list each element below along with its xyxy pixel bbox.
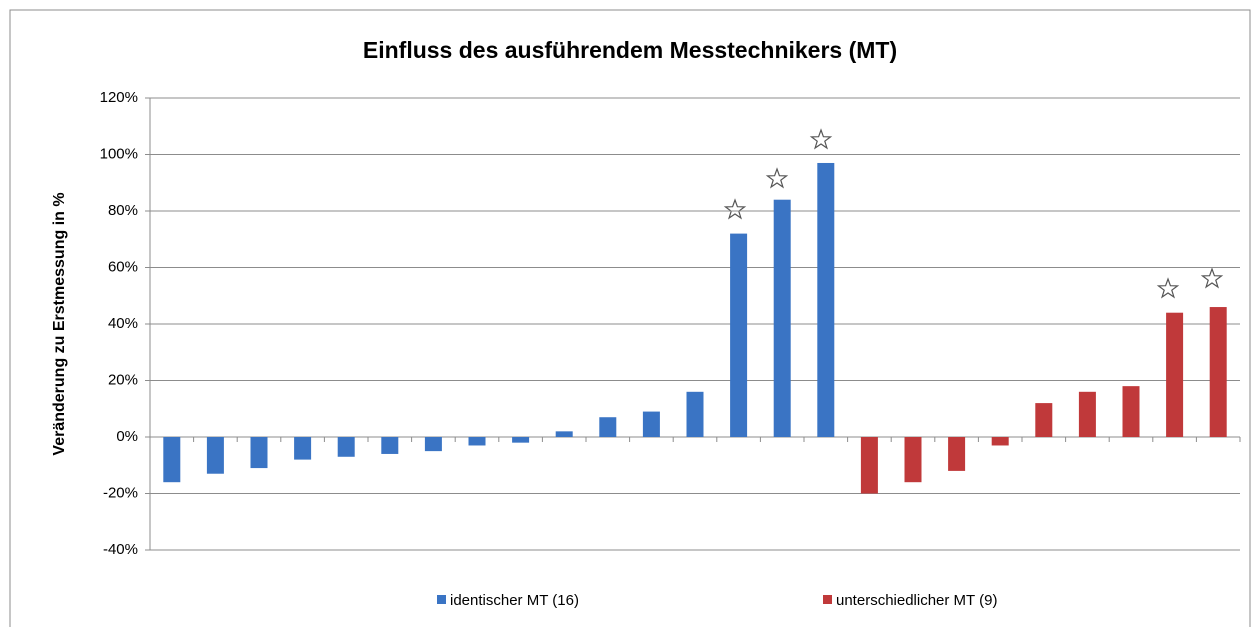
bar — [250, 437, 268, 469]
bar — [1166, 312, 1184, 437]
chart-title: Einfluss des ausführendem Messtechnikers… — [363, 37, 897, 63]
y-tick-label: 20% — [108, 371, 138, 388]
bar — [860, 437, 878, 494]
y-tick-label: 80% — [108, 202, 138, 219]
legend-swatch — [437, 595, 446, 604]
y-tick-label: 60% — [108, 258, 138, 275]
star-marker — [1200, 267, 1224, 289]
bar — [642, 411, 660, 437]
chart-border — [9, 9, 1251, 627]
star-marker — [809, 128, 833, 150]
bar — [1078, 391, 1096, 437]
star-marker — [1156, 277, 1180, 299]
bar — [1035, 403, 1053, 437]
legend-label: identischer MT (16) — [450, 592, 579, 609]
y-tick-label: -40% — [103, 541, 138, 558]
bar — [773, 199, 791, 437]
bar — [468, 437, 486, 446]
star-marker — [723, 198, 747, 220]
bar — [381, 437, 399, 454]
y-tick-label: 40% — [108, 315, 138, 332]
bar — [206, 437, 224, 474]
y-tick-label: -20% — [103, 484, 138, 501]
bar — [904, 437, 922, 483]
legend-label: unterschiedlicher MT (9) — [836, 592, 997, 609]
bar — [512, 437, 530, 443]
y-tick-label: 0% — [116, 428, 138, 445]
bar — [686, 391, 704, 437]
bar — [1122, 386, 1140, 437]
bar — [163, 437, 181, 483]
bar — [817, 162, 835, 437]
bar — [294, 437, 312, 460]
stars — [723, 128, 1224, 299]
bar — [599, 417, 617, 437]
legend-swatch — [823, 595, 832, 604]
bar — [730, 233, 748, 437]
y-axis-title: Veränderung zu Erstmessung in % — [51, 192, 68, 455]
bar — [991, 437, 1009, 446]
bar — [424, 437, 442, 452]
bar — [1209, 307, 1227, 437]
bar — [948, 437, 966, 471]
bar — [337, 437, 355, 457]
star-marker — [765, 167, 789, 189]
bar — [555, 431, 573, 437]
y-tick-label: 100% — [100, 145, 138, 162]
y-tick-label: 120% — [100, 89, 138, 106]
